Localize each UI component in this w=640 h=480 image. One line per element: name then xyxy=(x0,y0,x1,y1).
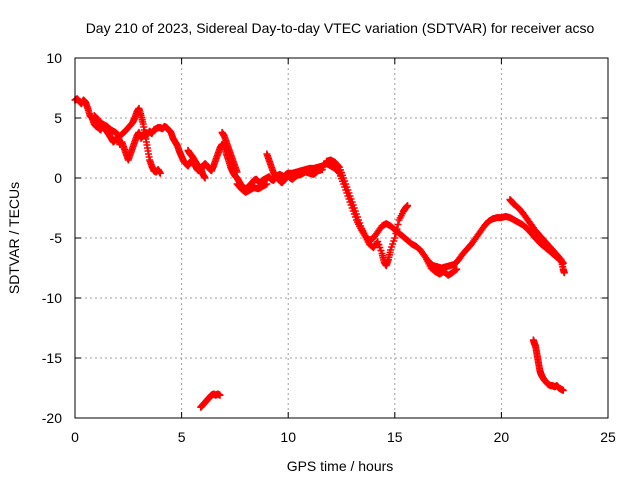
x-tick-label: 10 xyxy=(280,429,296,445)
y-axis-ticks: -20 -15 -10 -5 0 5 10 xyxy=(42,50,608,426)
data-point xyxy=(393,225,401,233)
y-tick-label: 10 xyxy=(46,50,62,66)
x-tick-label: 15 xyxy=(387,429,403,445)
series-segment-5 xyxy=(529,336,567,394)
data-point xyxy=(453,265,461,273)
data-point xyxy=(391,234,399,242)
y-axis-label: SDTVAR / TECUs xyxy=(6,182,22,294)
data-point xyxy=(559,386,567,394)
data-point xyxy=(392,230,400,237)
y-tick-label: -10 xyxy=(42,290,62,306)
data-point xyxy=(318,166,326,174)
y-tick-label: -15 xyxy=(42,350,62,366)
data-point xyxy=(216,391,224,399)
x-axis-label: GPS time / hours xyxy=(287,458,394,474)
x-tick-label: 5 xyxy=(178,429,186,445)
data-point xyxy=(156,169,164,177)
y-tick-label: 5 xyxy=(54,110,62,126)
data-point xyxy=(556,254,564,262)
x-tick-label: 20 xyxy=(494,429,510,445)
data-point xyxy=(263,180,271,188)
data-point xyxy=(404,202,412,210)
x-axis-ticks: 0 5 10 15 20 25 xyxy=(71,58,616,445)
data-point xyxy=(201,174,209,182)
data-point xyxy=(233,168,241,176)
data-points xyxy=(71,95,568,411)
data-point xyxy=(394,221,402,228)
x-tick-label: 0 xyxy=(71,429,79,445)
y-tick-label: -5 xyxy=(50,230,63,246)
chart-title: Day 210 of 2023, Sidereal Day-to-day VTE… xyxy=(86,20,595,36)
series-segment-4 xyxy=(197,390,224,411)
data-point xyxy=(452,266,460,274)
data-point xyxy=(560,269,568,277)
x-tick-label: 25 xyxy=(600,429,616,445)
data-point xyxy=(334,162,342,170)
series-segment-2 xyxy=(90,104,568,279)
series-segment-3 xyxy=(184,128,326,187)
y-tick-label: -20 xyxy=(42,410,62,426)
y-tick-label: 0 xyxy=(54,170,62,186)
